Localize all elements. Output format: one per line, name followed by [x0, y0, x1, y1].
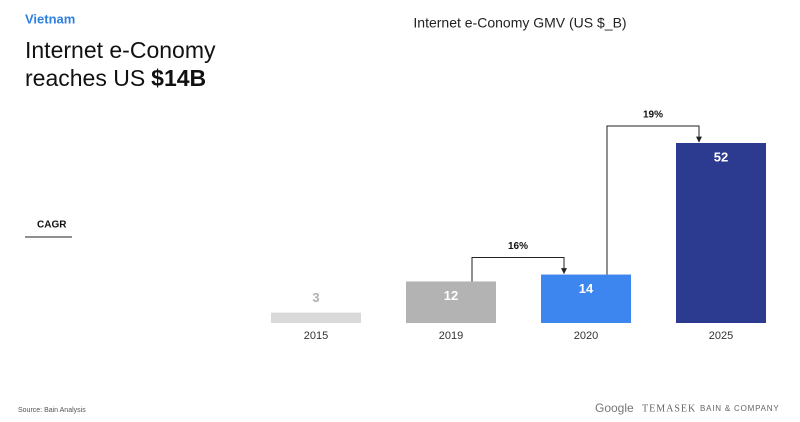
value-label: 14 [579, 281, 594, 296]
plot: 3 2015 12 2019 14 2020 52 2025 16% 19% [271, 110, 766, 342]
x-tick-label: 2019 [439, 330, 463, 342]
chart-title: Internet e-Conomy GMV (US $_B) [413, 15, 626, 31]
value-label: 12 [444, 288, 458, 303]
cagr-label: CAGR [37, 220, 67, 231]
cagr-value: 16% [508, 241, 528, 252]
bar [541, 274, 631, 323]
bar [271, 312, 361, 323]
cagr-arrow [471, 257, 567, 282]
logo: BAIN & COMPANY [700, 404, 780, 413]
source: Source: Bain Analysis [18, 407, 86, 414]
x-tick-label: 2015 [304, 330, 328, 342]
bar [676, 143, 766, 323]
x-tick-label: 2025 [709, 330, 733, 342]
value-label: 3 [312, 290, 319, 305]
headline-line2: reaches US $14B [25, 65, 206, 91]
logo: Google [595, 401, 634, 415]
value-label: 52 [714, 149, 728, 164]
x-tick-label: 2020 [574, 330, 598, 342]
headline-line1: Internet e-Conomy [25, 37, 216, 63]
cagr-arrow [606, 125, 702, 275]
bar [406, 281, 496, 323]
headline-text: reaches US [25, 65, 145, 91]
cagr-value: 19% [643, 110, 663, 121]
logo: TEMASEK [642, 403, 696, 414]
region: Vietnam [25, 11, 75, 26]
headline-highlight: $14B [151, 65, 206, 91]
